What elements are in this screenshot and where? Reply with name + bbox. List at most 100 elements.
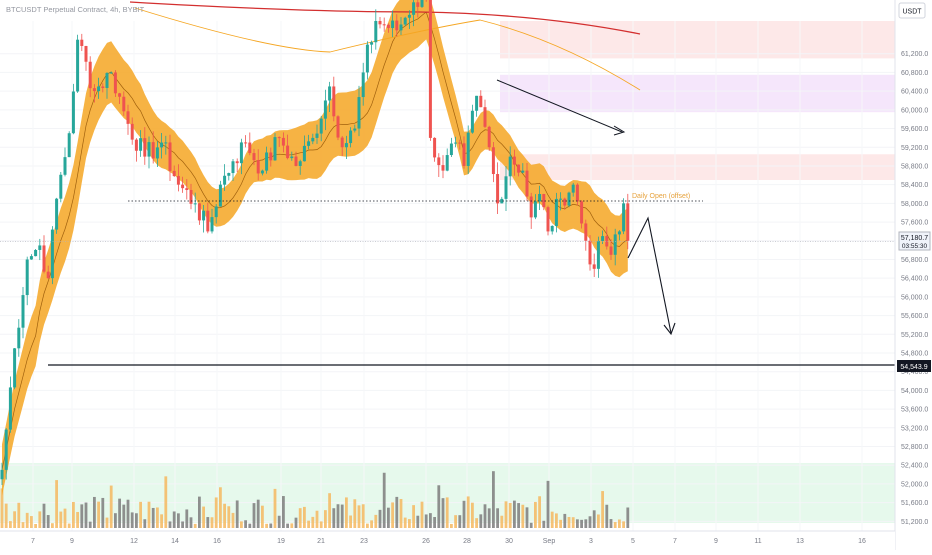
price-axis[interactable]: [895, 0, 932, 550]
volume-bar: [189, 517, 193, 528]
candle-body: [470, 110, 474, 133]
volume-bar: [534, 501, 537, 528]
candle-body: [88, 61, 92, 89]
volume-bar: [336, 504, 340, 528]
price-tick-label: 55,200.0: [901, 332, 928, 339]
candle-body: [176, 176, 180, 185]
volume-bar: [34, 523, 37, 528]
candle-body: [256, 160, 260, 174]
time-axis[interactable]: [0, 531, 895, 550]
volume-bar: [143, 519, 147, 528]
volume-bar: [597, 514, 600, 528]
volume-bar: [361, 504, 365, 528]
candle-body: [160, 142, 164, 148]
volume-bar: [500, 515, 504, 528]
price-tick-label: 58,400.0: [901, 182, 928, 189]
candle-body: [281, 137, 285, 146]
candle-body: [512, 156, 516, 165]
candle-body: [50, 229, 54, 279]
time-tick-label: 14: [171, 538, 179, 545]
candle-body: [34, 249, 38, 257]
volume-bar: [160, 514, 163, 528]
candle-body: [13, 348, 17, 388]
volume-bar: [307, 520, 310, 528]
volume-bar: [269, 523, 273, 528]
candle-body: [483, 107, 487, 127]
volume-bar: [210, 517, 214, 528]
volume-bar: [109, 485, 113, 528]
volume-bar: [227, 506, 231, 528]
volume-bar: [345, 497, 348, 528]
volume-bar: [382, 472, 386, 528]
candle-body: [290, 156, 294, 159]
volume-bar: [168, 521, 172, 528]
time-tick-label: 9: [714, 538, 718, 545]
candle-body: [273, 137, 277, 161]
volume-bar: [513, 500, 516, 528]
current-price-badge: [898, 231, 931, 251]
volume-bar: [93, 496, 96, 528]
volume-bar: [391, 502, 394, 528]
volume-bar: [248, 523, 252, 528]
volume-bar: [303, 506, 306, 528]
candle-body: [168, 142, 172, 171]
time-tick-label: 23: [360, 538, 368, 545]
volume-bar: [51, 523, 54, 528]
volume-bar: [546, 480, 550, 528]
volume-bar: [101, 497, 105, 528]
volume-bar: [147, 501, 151, 528]
volume-bar: [529, 522, 533, 528]
volume-bar: [349, 515, 352, 528]
grid: [0, 21, 895, 531]
candle-body: [71, 91, 75, 134]
volume-bar: [256, 499, 260, 528]
candle-body: [521, 170, 525, 173]
candle-body: [101, 86, 105, 88]
volume-bar: [88, 521, 92, 528]
candle-body: [395, 20, 399, 31]
volume-bar: [592, 510, 596, 528]
candle-body: [433, 137, 437, 158]
candle-body: [437, 157, 441, 166]
price-tick-label: 57,600.0: [901, 220, 928, 227]
volume-bar: [504, 501, 508, 528]
level-price-value: 54,543.9: [900, 364, 927, 371]
volume-bar: [412, 505, 415, 528]
candle-body: [218, 184, 222, 207]
candle-body: [235, 161, 239, 164]
candle-body: [147, 142, 151, 157]
candle-body: [319, 118, 323, 134]
volume-bar: [72, 501, 75, 528]
candle-body: [210, 217, 214, 232]
volume-bar: [328, 493, 331, 528]
candle-body: [386, 24, 390, 29]
candle-body: [353, 128, 357, 131]
currency-button[interactable]: [898, 2, 926, 19]
symbol-title[interactable]: BTCUSDT Perpetual Contract, 4h, BYBIT: [6, 5, 145, 14]
volume-bar: [445, 497, 449, 528]
volume-bar: [4, 503, 8, 528]
candle-body: [458, 142, 462, 144]
price-tick-label: 51,600.0: [901, 500, 928, 507]
volume-bar: [252, 503, 256, 528]
volume-bar: [357, 505, 361, 528]
price-tick-label: 60,800.0: [901, 70, 928, 77]
volume-bar: [114, 513, 117, 528]
volume-bar: [63, 508, 67, 528]
candle-body: [563, 198, 567, 206]
volume-bar: [408, 519, 411, 528]
volume-bar: [80, 504, 84, 528]
candle-body: [189, 189, 193, 204]
candle-body: [416, 2, 420, 7]
volume-bar: [387, 507, 390, 528]
candle-body: [294, 156, 298, 166]
trend-arrow-head: [613, 125, 626, 136]
candle-body: [500, 198, 504, 204]
volume-bar: [214, 497, 218, 528]
candle-body: [105, 73, 109, 88]
volume-bar: [240, 521, 243, 528]
volume-bar: [139, 501, 142, 528]
volume-bar: [290, 523, 294, 528]
